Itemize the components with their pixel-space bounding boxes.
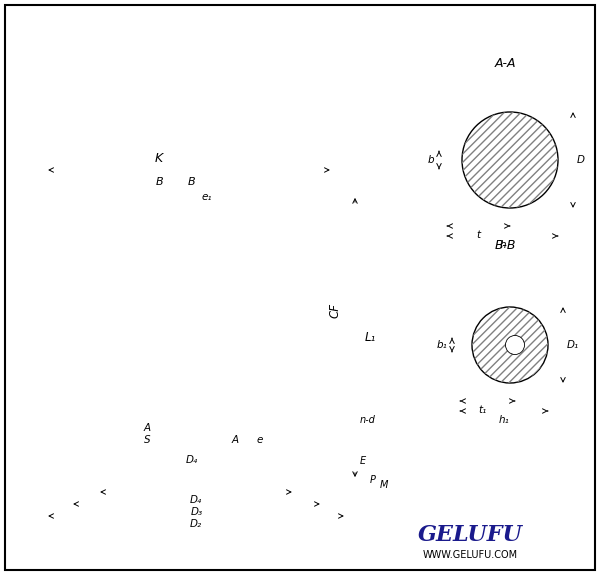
Text: CF: CF: [329, 304, 341, 319]
Bar: [162, 233, 228, 275]
Bar: [55, 330, 75, 350]
Text: D₄: D₄: [186, 455, 198, 465]
Bar: [460, 338, 472, 352]
Text: GELUFU: GELUFU: [418, 524, 523, 546]
Circle shape: [472, 307, 548, 383]
Text: A: A: [232, 435, 239, 445]
Text: D₂: D₂: [190, 519, 202, 529]
Bar: [140, 305, 250, 360]
Text: D₄: D₄: [190, 495, 202, 505]
Bar: [174, 199, 218, 233]
Text: E: E: [360, 456, 366, 466]
Text: e: e: [257, 435, 263, 445]
Text: h: h: [499, 240, 506, 250]
Bar: [105, 448, 115, 458]
Text: P: P: [370, 475, 376, 485]
Text: b: b: [427, 155, 434, 165]
Text: n-d: n-d: [360, 415, 376, 425]
Text: B: B: [188, 177, 196, 187]
Bar: [173, 480, 217, 515]
Text: h₁: h₁: [499, 415, 509, 425]
Text: M: M: [380, 480, 388, 490]
Text: D: D: [577, 155, 585, 165]
Bar: [130, 305, 260, 360]
Bar: [50, 450, 340, 462]
Bar: [170, 195, 222, 233]
Bar: [447, 151, 462, 169]
Text: A-A: A-A: [494, 57, 516, 70]
Bar: [181, 476, 209, 510]
Circle shape: [505, 335, 524, 355]
Text: t₁: t₁: [478, 405, 487, 415]
Text: D₃: D₃: [190, 507, 203, 517]
Text: A
S: A S: [143, 423, 151, 445]
Text: b₁: b₁: [436, 340, 447, 350]
Bar: [275, 448, 285, 458]
Bar: [157, 233, 233, 275]
Text: B: B: [156, 177, 164, 187]
Text: B-B: B-B: [494, 239, 516, 252]
Bar: [150, 275, 240, 305]
Text: e₁: e₁: [202, 192, 212, 202]
Text: K: K: [155, 152, 163, 165]
Text: t: t: [476, 230, 481, 240]
Bar: [145, 275, 245, 305]
Text: D₁: D₁: [567, 340, 579, 350]
Text: L₁: L₁: [365, 331, 376, 344]
Circle shape: [462, 112, 558, 208]
Text: WWW.GELUFU.COM: WWW.GELUFU.COM: [422, 550, 518, 560]
Bar: [45, 462, 345, 480]
